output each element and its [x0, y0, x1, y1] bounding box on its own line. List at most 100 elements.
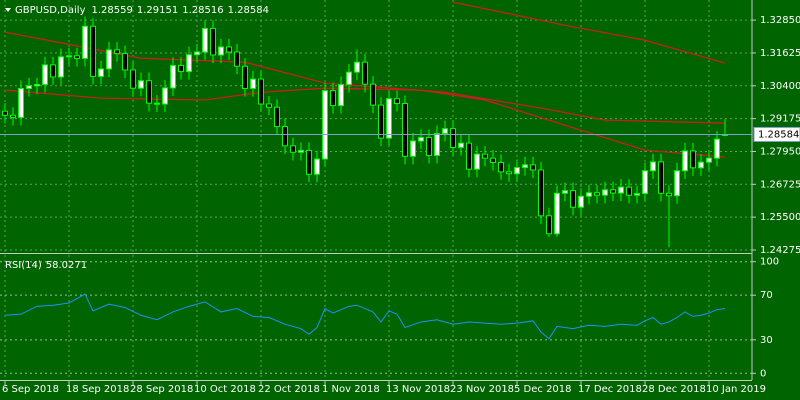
candle-body [162, 87, 168, 105]
bid-label: 1.28584 [758, 129, 799, 140]
candle-body [74, 55, 80, 59]
candle-body [194, 51, 200, 56]
candle-body [522, 164, 528, 169]
x-tick-label: 5 Dec 2018 [514, 384, 572, 395]
candle-body [346, 71, 352, 85]
candle-body [402, 102, 408, 157]
candle-body [594, 192, 600, 196]
candle-body [170, 64, 176, 89]
candle-body [354, 61, 360, 73]
y-tick-label: 0 [760, 368, 766, 379]
x-tick-label: 10 Oct 2018 [194, 384, 256, 395]
candle-body [618, 186, 624, 194]
y-tick-label: 1.32850 [760, 15, 800, 26]
candle-body [506, 171, 512, 175]
candle-body [530, 164, 536, 171]
candle-body [434, 133, 440, 156]
candle-body [186, 54, 192, 73]
candle-body [474, 153, 480, 170]
candle-body [258, 78, 264, 105]
candle-body [650, 161, 656, 172]
candle-body [298, 149, 304, 153]
rsi-title: RSI(14) [5, 260, 42, 271]
candle-body [394, 98, 400, 104]
candle-body [314, 158, 320, 175]
candle-body [282, 126, 288, 147]
candle-body [42, 64, 48, 85]
candle-body [10, 114, 16, 118]
candle-body [490, 157, 496, 163]
candle-body [26, 85, 32, 89]
symbol-menu-arrow[interactable] [5, 8, 11, 12]
candle-body [58, 56, 64, 78]
candle-body [690, 150, 696, 169]
x-tick-label: 13 Nov 2018 [386, 384, 450, 395]
close-value: 1.28584 [228, 5, 269, 16]
candle-body [698, 161, 704, 169]
candle-body [378, 104, 384, 139]
candle-body [666, 192, 672, 197]
y-tick-label: 1.25500 [760, 212, 800, 223]
candle-body [202, 27, 208, 53]
symbol-title: GBPUSD,Daily [15, 5, 86, 16]
candle-body [610, 189, 616, 194]
candle-body [98, 68, 104, 77]
moving-average-line [452, 1, 726, 64]
candle-body [266, 103, 272, 108]
candle-body [122, 53, 128, 71]
candle-body [634, 193, 640, 196]
y-tick-label: 100 [760, 257, 779, 268]
high-value: 1.29151 [137, 5, 178, 16]
candle-body [274, 106, 280, 128]
candle-body [226, 46, 232, 53]
candle-body [498, 161, 504, 173]
y-tick-label: 1.30400 [760, 81, 800, 92]
candle-body [426, 137, 432, 156]
candle-body [242, 65, 248, 89]
candle-body [114, 49, 120, 55]
candle-body [138, 80, 144, 89]
x-tick-label: 10 Jan 2019 [706, 384, 766, 395]
candle-body [362, 61, 368, 85]
candle-body [50, 64, 56, 78]
rsi-header: RSI(14) 58.0271 [5, 260, 87, 271]
candle-body [210, 27, 216, 56]
bid-label-box [753, 126, 800, 142]
candle-body [218, 46, 224, 56]
candle-body [146, 80, 152, 104]
candle-body [482, 153, 488, 159]
candle-body [674, 170, 680, 197]
candle-body [546, 215, 552, 235]
candle-body [322, 90, 328, 160]
x-tick-label: 17 Dec 2018 [578, 384, 642, 395]
x-tick-label: 23 Nov 2018 [450, 384, 514, 395]
x-tick-label: 28 Sep 2018 [130, 384, 193, 395]
y-tick-label: 1.26725 [760, 179, 800, 190]
open-value: 1.28559 [92, 5, 133, 16]
moving-average-line [4, 31, 726, 124]
candle-body [562, 190, 568, 194]
y-tick-label: 1.24275 [760, 245, 800, 256]
rsi-value: 58.0271 [46, 260, 87, 271]
y-tick-label: 30 [760, 335, 773, 346]
candle-body [418, 137, 424, 142]
candle-body [338, 83, 344, 107]
x-tick-label: 1 Nov 2018 [322, 384, 380, 395]
candle-body [330, 90, 336, 107]
candle-body [290, 145, 296, 153]
candle-body [2, 110, 8, 116]
candle-body [130, 69, 136, 89]
low-value: 1.28516 [182, 5, 223, 16]
y-tick-label: 70 [760, 290, 773, 301]
candle-body [466, 142, 472, 170]
candle-body [106, 49, 112, 70]
candle-body [82, 25, 88, 59]
candle-body [386, 98, 392, 139]
candle-body [450, 128, 456, 148]
x-tick-label: 28 Dec 2018 [642, 384, 706, 395]
candle-body [442, 128, 448, 135]
candle-body [154, 102, 160, 105]
candle-body [514, 167, 520, 175]
chart-header: GBPUSD,Daily 1.28559 1.29151 1.28516 1.28584 [15, 5, 269, 16]
